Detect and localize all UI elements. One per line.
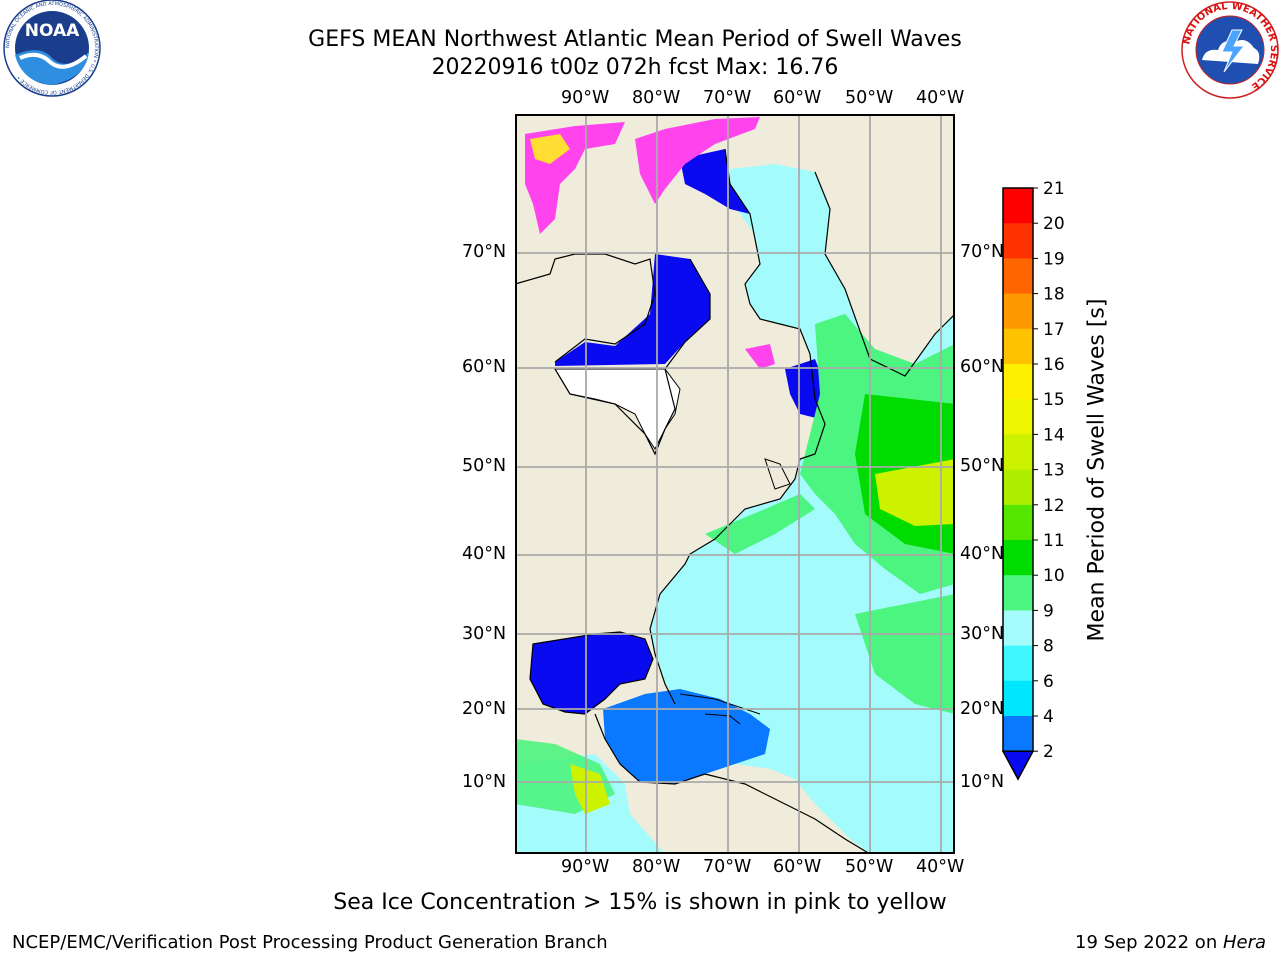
lon-label-top: 80°W (632, 88, 681, 108)
chart-title: GEFS MEAN Northwest Atlantic Mean Period… (308, 27, 962, 52)
lon-label-top: 50°W (845, 88, 894, 108)
footer-date: 19 Sep 2022 on Hera (1075, 932, 1266, 953)
swell-green-2 (855, 594, 955, 714)
swell-yellow (875, 459, 955, 526)
lon-label-bottom: 70°W (703, 857, 752, 877)
colorbar-tick-label: 18 (1043, 285, 1065, 305)
lat-label-right: 50°N (960, 456, 1005, 476)
colorbar-tick-label: 8 (1043, 637, 1054, 657)
footer-org: NCEP/EMC/Verification Post Processing Pr… (12, 932, 608, 953)
colorbar-tick-label: 2 (1043, 742, 1054, 762)
colorbar-cell (1003, 469, 1033, 506)
lat-label-left: 20°N (462, 699, 507, 719)
lat-label-left: 50°N (462, 456, 507, 476)
colorbar-cell (1003, 399, 1033, 435)
colorbar-tick-label: 19 (1043, 249, 1065, 269)
nws-logo: NATIONAL WEATHER SERVICE (1181, 1, 1279, 99)
colorbar-tick-label: 21 (1043, 180, 1065, 199)
sea-ice-yellow (530, 134, 570, 164)
noaa-logo: NOAA NATIONAL OCEANIC AND ATMOSPHERIC AD… (3, 0, 101, 97)
footer-date-text: 19 Sep 2022 on (1075, 932, 1223, 953)
colorbar-cell (1003, 258, 1033, 295)
map-border (515, 114, 955, 854)
colorbar-tick-label: 15 (1043, 390, 1065, 410)
lat-label-right: 20°N (960, 699, 1005, 719)
noaa-logo-text: NOAA (25, 21, 80, 41)
colorbar-cell (1003, 223, 1033, 259)
lat-label-left: 70°N (462, 242, 507, 262)
colorbar-tick-label: 17 (1043, 320, 1065, 340)
colorbar-tick-label: 4 (1043, 707, 1054, 727)
colorbar-cell (1003, 610, 1033, 647)
lon-label-top: 90°W (561, 88, 610, 108)
colorbar-extend-arrow (1001, 750, 1035, 781)
lon-label-top: 70°W (703, 88, 752, 108)
colorbar-tick-label: 12 (1043, 496, 1065, 516)
lon-label-bottom: 60°W (773, 857, 822, 877)
caption: Sea Ice Concentration > 15% is shown in … (333, 890, 947, 915)
lat-label-right: 10°N (960, 772, 1005, 792)
colorbar-tick-label: 14 (1043, 425, 1065, 445)
colorbar-tick-label: 6 (1043, 672, 1054, 692)
chart-subtitle: 20220916 t00z 072h fcst Max: 16.76 (431, 55, 839, 80)
lat-label-left: 60°N (462, 357, 507, 377)
colorbar-tick-label: 10 (1043, 566, 1065, 586)
lat-label-right: 40°N (960, 544, 1005, 564)
footer-host: Hera (1222, 932, 1266, 953)
lon-label-bottom: 90°W (561, 857, 610, 877)
swell-period-map (515, 114, 955, 854)
lat-label-left: 40°N (462, 544, 507, 564)
ocean-hudson (555, 254, 710, 366)
colorbar-tick-label: 16 (1043, 355, 1065, 375)
colorbar-cell (1003, 575, 1033, 611)
lon-label-top: 40°W (916, 88, 965, 108)
lon-label-bottom: 50°W (845, 857, 894, 877)
lat-label-left: 10°N (462, 772, 507, 792)
colorbar-cell (1003, 434, 1033, 471)
pacific-yellow (570, 764, 610, 814)
colorbar-tick-label: 11 (1043, 531, 1065, 551)
ocean-labrador (680, 149, 750, 214)
colorbar-tick-label: 13 (1043, 461, 1065, 481)
lat-label-right: 70°N (960, 242, 1005, 262)
lon-label-bottom: 40°W (916, 857, 965, 877)
lat-label-right: 60°N (960, 357, 1005, 377)
colorbar-title: Mean Period of Swell Waves [s] (1084, 298, 1110, 642)
colorbar-cell (1003, 188, 1033, 224)
lon-label-top: 60°W (773, 88, 822, 108)
lon-label-bottom: 80°W (632, 857, 681, 877)
colorbar-cell (1003, 645, 1033, 682)
colorbar-tick-label: 20 (1043, 214, 1065, 234)
colorbar-cell (1003, 540, 1033, 576)
colorbar: 2 4 6 8 9 10 11 12 13 14 15 16 17 18 19 20 21 (1001, 180, 1065, 781)
lat-label-left: 30°N (462, 624, 507, 644)
swell-green-3 (705, 494, 815, 554)
colorbar-cell (1003, 364, 1033, 400)
colorbar-cell (1003, 504, 1033, 541)
colorbar-cell (1003, 293, 1033, 330)
colorbar-cell (1003, 680, 1033, 717)
colorbar-cell (1003, 328, 1033, 365)
colorbar-tick-label: 9 (1043, 601, 1054, 621)
sea-ice-pink-3 (745, 344, 775, 369)
ocean-gulf (530, 632, 653, 714)
colorbar-cell (1003, 716, 1033, 752)
lat-label-right: 30°N (960, 624, 1005, 644)
graticule (515, 114, 955, 854)
